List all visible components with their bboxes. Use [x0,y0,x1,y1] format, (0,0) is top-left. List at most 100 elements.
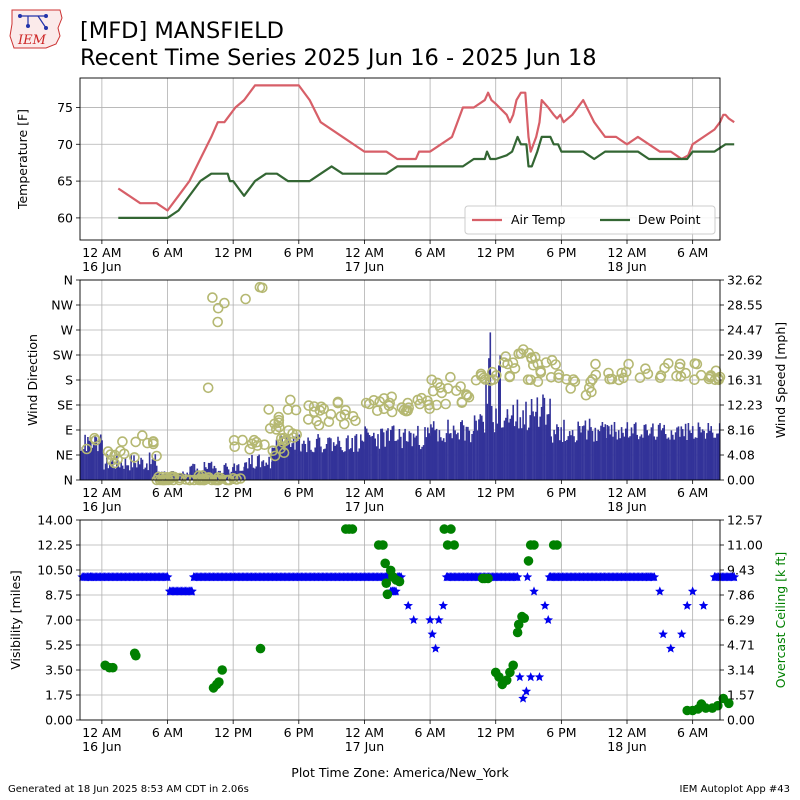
wind-direction-marker [386,391,398,403]
wind-direction-marker [203,472,214,483]
wind-direction-marker [680,367,692,379]
wind-speed-bar [567,436,570,480]
wind-speed-bar [335,444,338,480]
wind-speed-bar [392,425,395,480]
wind-speed-bar [700,432,702,480]
ceiling-marker [483,573,493,584]
wind-speed-bar [88,440,91,480]
wind-speed-bar [265,462,267,480]
y-tick-label: SE [57,398,73,413]
wind-speed-bar [490,406,493,480]
wind-speed-bar [647,435,650,480]
wind-speed-bar [344,451,346,480]
y-tick-label: NW [51,298,73,313]
wind-speed-bar [563,419,565,480]
wind-speed-bar [207,462,210,480]
wind-speed-bar [667,437,670,480]
chart-title: [MFD] MANSFIELD [80,18,284,44]
wind-direction-marker [332,397,344,409]
wind-speed-bar [523,424,526,480]
wind-speed-bar [104,463,107,480]
wind-speed-bar [334,445,336,480]
wind-direction-marker [490,370,502,381]
x-tick-date-label: 17 Jun [345,499,384,514]
legend-label-air-temp: Air Temp [511,212,566,227]
wind-speed-bar [559,440,561,480]
ceiling-markers [100,524,734,716]
wind-direction-marker [535,367,547,378]
panel-1-frame [79,77,721,241]
wind-speed-bar [652,423,654,480]
visibility-marker [162,572,173,582]
wind-speed-bar [301,443,304,480]
wind-direction-marker [273,414,285,426]
ceiling-marker [380,558,391,569]
wind-speed-bar [694,437,697,480]
wind-speed-bar [635,422,637,480]
wind-direction-marker [532,376,544,388]
wind-speed-bar [625,428,627,480]
y-tick-label: 65 [57,174,73,189]
wind-direction-marker [423,399,435,411]
wind-speed-bar [271,447,274,480]
wind-speed-bar [98,437,101,480]
wind-direction-marker [674,358,686,370]
x-tick-date-label: 16 Jun [82,499,121,514]
wind-speed-bar [627,437,630,480]
wind-speed-bar [662,428,664,480]
wind-direction-marker [504,370,516,382]
x-tick-label: 12 AM [345,725,384,740]
wind-direction-marker [550,359,562,370]
visibility-marker [512,572,523,582]
y2-tick-label: 28.55 [727,298,763,313]
wind-speed-bar [696,437,698,480]
wind-speed-bar [440,437,442,480]
wind-direction-marker [583,382,595,394]
visibility-marker [521,686,532,696]
wind-speed-bar [557,427,560,480]
wind-speed-bar [622,432,624,480]
x-tick-label: 6 AM [677,725,708,740]
wind-speed-bar [509,418,512,480]
wind-speed-bar [659,423,661,480]
ceiling-marker [446,524,456,534]
wind-speed-bar [717,433,720,480]
ceiling-marker [382,589,393,600]
wind-speed-bar [120,461,122,480]
wind-speed-bar [258,454,260,480]
visibility-marker [165,586,175,596]
wind-speed-bar [384,446,386,480]
wind-speed-bar [400,436,402,480]
wind-speed-bar [553,429,555,480]
wind-speed-bar [710,426,712,480]
wind-speed-bar [269,468,272,480]
y2-tick-label: 4.08 [727,448,755,463]
wind-speed-bar [133,455,135,480]
wind-speed-bar [332,442,335,480]
visibility-marker [709,572,720,582]
wind-speed-bar [150,464,152,480]
wind-speed-bar [179,473,181,480]
wind-speed-bar [192,463,194,480]
wind-speed-bar [365,428,368,480]
wind-direction-marker [338,418,350,430]
wind-speed-bar [325,444,328,480]
wind-speed-bar [549,398,551,480]
wind-speed-bar [307,437,309,480]
wind-speed-bar [587,430,589,480]
ceiling-marker [501,675,512,685]
wind-speed-bar [473,415,476,480]
visibility-markers [77,572,739,703]
wind-speed-bar [451,438,453,480]
ceiling-marker [439,524,450,534]
wind-speed-bar [642,437,644,480]
wind-speed-bar [388,440,391,480]
y-tick-label: SW [53,348,73,363]
wind-speed-bar [539,416,541,480]
x-tick-label: 6 AM [677,245,708,260]
wind-speed-bar [452,425,455,480]
wind-speed-bar [412,433,415,480]
wind-speed-bar [478,419,480,480]
wind-speed-bar [402,432,405,480]
wind-speed-bar [246,468,249,480]
